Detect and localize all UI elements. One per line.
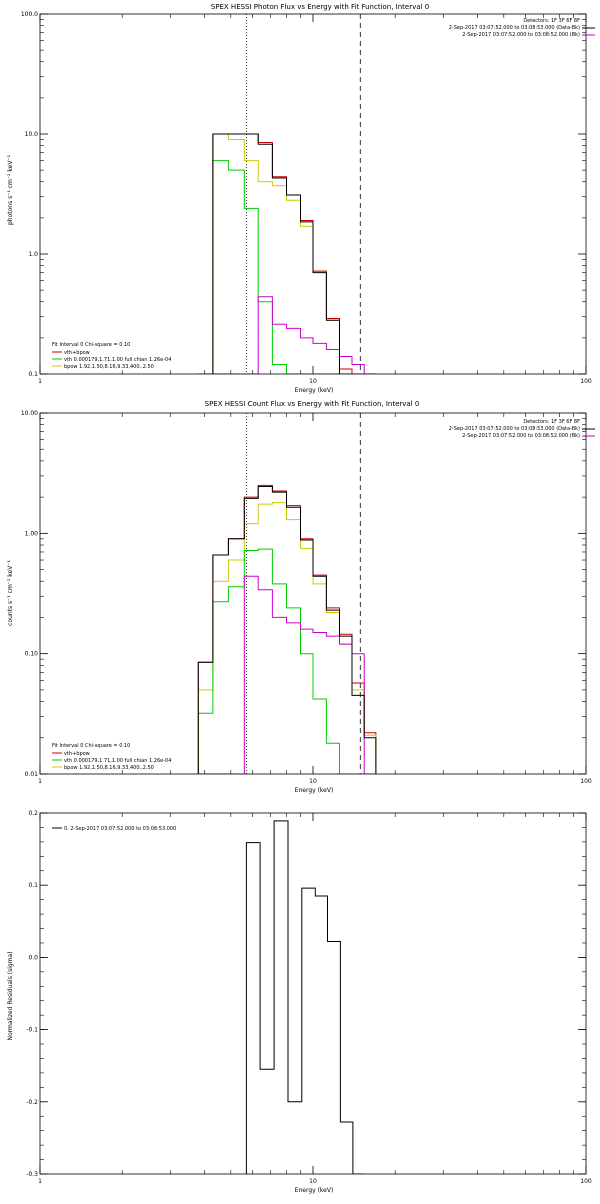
vth-series-line — [197, 548, 376, 774]
photon-top-legend-line: 2-Sep-2017 03:07:52.000 to 03:08:53.000 … — [449, 25, 580, 31]
photon-fit-legend-line: bpow 1.92,1.50,8.16,9.33,400.,2.50 — [64, 364, 154, 370]
y-tick-label: 0.2 — [28, 810, 38, 817]
photon-fit-legend-line: vth+bpow — [64, 350, 90, 356]
plot-frame — [39, 812, 587, 1175]
total-series-line — [245, 820, 365, 1174]
y-tick-label: 0.0 — [28, 954, 38, 961]
y-tick-label: -0.3 — [26, 1171, 38, 1178]
total-series-line — [197, 486, 377, 774]
y-tick-label: 0.1 — [28, 371, 38, 378]
photon-flux-fit-legend: Fit Interval 0 Chi-square = 0.10 vth+bpo… — [52, 342, 171, 370]
plot-frame — [39, 13, 587, 375]
photon-top-legend-line: Detectors: 1F 3F 6F 8F — [523, 18, 580, 24]
residuals-xlabel: Energy (keV) — [295, 1187, 334, 1194]
vth-series-line — [198, 160, 376, 374]
count-flux-title: SPEX HESSI Count Flux vs Energy with Fit… — [205, 400, 420, 408]
count-flux-fit-legend: Fit Interval 0 Chi-square = 0.10 vth+bpo… — [52, 743, 171, 771]
x-tick-label: 100 — [580, 778, 592, 785]
count-fit-legend-line: vth+bpow — [64, 751, 90, 757]
x-tick-label: 100 — [580, 378, 592, 385]
photon-top-legend-line: 2-Sep-2017 03:07:52.000 to 03:08:52.000 … — [462, 32, 580, 38]
background-series-line — [198, 296, 376, 374]
count-flux-xlabel: Energy (keV) — [295, 787, 334, 794]
residuals-panel: Energy (keV) Normalized Residuals (sigma… — [7, 810, 592, 1194]
x-tick-label: 10 — [309, 1178, 317, 1185]
count-fit-legend-line: vth 0.000179,1.71,1.00 full chian 1.26e-… — [64, 758, 171, 764]
y-tick-label: 10.0 — [25, 131, 39, 138]
count-fit-legend-line: Fit Interval 0 Chi-square = 0.10 — [52, 743, 130, 749]
photon-fit-legend-line: Fit Interval 0 Chi-square = 0.10 — [52, 342, 130, 348]
total-series-line — [198, 133, 376, 374]
y-tick-label: 0.1 — [28, 882, 38, 889]
count-fit-legend-line: bpow 1.92,1.50,8.16,9.33,400.,2.50 — [64, 765, 154, 771]
residuals-legend: 0. 2-Sep-2017 03:07:52.000 to 03:08:53.0… — [52, 826, 176, 832]
count-top-legend-line: 2-Sep-2017 03:07:52.000 to 03:08:52.000 … — [462, 433, 580, 439]
x-tick-label: 10 — [309, 378, 317, 385]
residuals-ylabel: Normalized Residuals (sigma) — [7, 951, 14, 1040]
y-tick-label: 100.0 — [21, 11, 38, 18]
x-tick-label: 100 — [580, 1178, 592, 1185]
photon-flux-panel: SPEX HESSI Photon Flux vs Energy with Fi… — [7, 3, 595, 394]
photon-fit-legend-line: vth 0.000179,1.71,1.00 full chian 1.26e-… — [64, 357, 171, 363]
count-flux-panel: SPEX HESSI Count Flux vs Energy with Fit… — [7, 400, 595, 794]
count-flux-ylabel: counts s⁻¹ cm⁻² keV⁻¹ — [7, 560, 14, 626]
y-tick-label: 10.00 — [21, 410, 38, 417]
x-tick-label: 1 — [38, 778, 42, 785]
count-flux-top-legend: Detectors: 1F 3F 6F 8F 2-Sep-2017 03:07:… — [449, 419, 595, 439]
photon-flux-xlabel: Energy (keV) — [295, 387, 334, 394]
y-tick-label: 0.10 — [25, 651, 39, 658]
y-tick-label: -0.1 — [26, 1027, 38, 1034]
x-tick-label: 10 — [309, 778, 317, 785]
y-tick-label: 1.00 — [25, 530, 39, 537]
y-tick-label: -0.2 — [26, 1099, 38, 1106]
x-tick-label: 1 — [38, 378, 42, 385]
residuals-legend-line: 0. 2-Sep-2017 03:07:52.000 to 03:08:53.0… — [64, 826, 176, 832]
count-top-legend-line: 2-Sep-2017 03:07:52.000 to 03:08:53.000 … — [449, 426, 580, 432]
count-top-legend-line: Detectors: 1F 3F 6F 8F — [523, 419, 580, 425]
photon-flux-title: SPEX HESSI Photon Flux vs Energy with Fi… — [211, 3, 429, 11]
photon-flux-ylabel: photons s⁻¹ cm⁻² keV⁻¹ — [7, 154, 14, 225]
photon-flux-top-legend: Detectors: 1F 3F 6F 8F 2-Sep-2017 03:07:… — [449, 18, 595, 38]
y-tick-label: 0.01 — [25, 771, 39, 778]
plot-frame — [39, 412, 587, 775]
y-tick-label: 1.0 — [28, 251, 38, 258]
x-tick-label: 1 — [38, 1178, 42, 1185]
